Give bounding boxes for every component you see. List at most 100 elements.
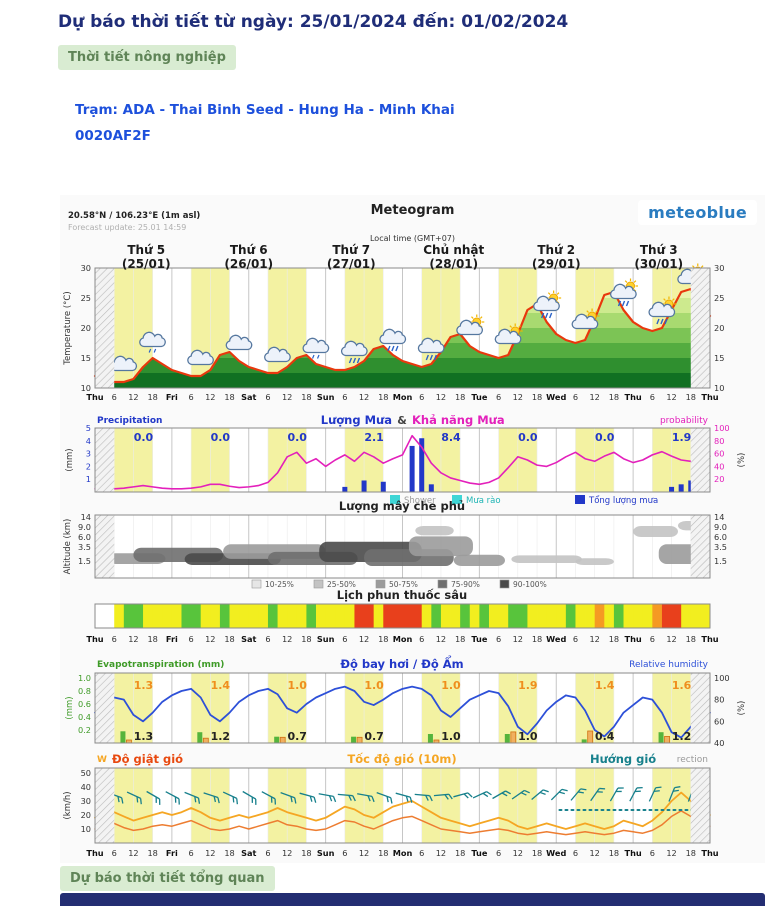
x-axis-tick: Thu xyxy=(701,848,718,858)
precip-daily-total: 8.4 xyxy=(441,431,461,444)
x-axis-tick: Wed xyxy=(546,392,566,402)
temp-tick-left: 15 xyxy=(81,353,91,363)
cloud-legend-item: 75-90% xyxy=(451,580,480,589)
wind-tick-left: 50 xyxy=(81,768,91,778)
x-axis-tick: Sat xyxy=(241,848,256,858)
x-axis-tick: Thu xyxy=(86,848,103,858)
meteogram-panel: 30 30 25 25 20 20 15 15 10 10 Temperature (°C) Thu 6… xyxy=(60,195,765,863)
meteogram-title: Meteogram xyxy=(370,203,455,218)
precip-tick-left: 3 xyxy=(86,449,91,459)
x-axis-tick: 6 xyxy=(496,634,501,644)
x-axis-tick: 18 xyxy=(224,392,234,402)
temp-tick-right: 15 xyxy=(714,353,724,363)
x-axis-tick: Tue xyxy=(471,392,488,402)
precip-tick-left: 5 xyxy=(86,423,91,433)
x-axis-tick: 12 xyxy=(128,634,138,644)
x-axis-tick: 6 xyxy=(419,392,424,402)
x-axis-tick: 6 xyxy=(112,634,117,644)
temp-tick-right: 25 xyxy=(714,293,724,303)
cloud-rain-icon xyxy=(417,337,445,361)
evap-label-en: Evapotranspiration (mm) xyxy=(97,660,224,670)
wind-barb xyxy=(453,792,473,799)
cloud-rain-icon xyxy=(379,328,407,352)
x-axis-tick: 18 xyxy=(378,848,388,858)
precip-legend-item: Tổng lượng mưa xyxy=(588,495,658,506)
x-axis-tick: 6 xyxy=(188,392,193,402)
wind-barb xyxy=(318,793,337,803)
x-axis-tick: Thu xyxy=(625,634,642,644)
spray-schedule-panel: Lịch phun thuốc sâu Thu 6 12 18 Fri 6 12 18 Sat 6 1… xyxy=(86,588,718,644)
station-coordinates: 20.58°N / 106.23°E (1m asl) Forecast upd… xyxy=(68,211,200,232)
evap-reference-value: 1.3 xyxy=(134,730,154,743)
precip-daily-total: 2.1 xyxy=(364,431,384,444)
x-axis-tick: 18 xyxy=(378,392,388,402)
temp-tick-right: 30 xyxy=(714,263,724,273)
x-axis-tick: 12 xyxy=(589,634,599,644)
x-axis-tick: 18 xyxy=(147,848,157,858)
x-axis-tick: Sun xyxy=(317,392,335,402)
evap-daily-value: 1.6 xyxy=(672,679,692,692)
evapotranspiration-panel: Evapotranspiration (mm) Độ bay hơi / Độ Ẩ… xyxy=(65,654,747,748)
x-axis-tick: Mon xyxy=(393,634,413,644)
cloud-icon xyxy=(187,349,214,366)
x-axis-tick: 18 xyxy=(301,848,311,858)
section-header-bar xyxy=(60,893,765,906)
humidity-label-en: Relative humidity xyxy=(629,660,709,670)
temp-tick-left: 20 xyxy=(81,323,91,333)
precip-label-vi: Lượng Mưa xyxy=(321,413,392,427)
x-axis-tick: 6 xyxy=(342,392,347,402)
wind-barb xyxy=(203,792,220,804)
evap-daily-value: 1.4 xyxy=(595,679,615,692)
x-axis-tick: Sat xyxy=(241,392,256,402)
temp-tick-right: 10 xyxy=(714,383,724,393)
wind-barb xyxy=(492,790,511,800)
cloud-tick-left: 6.0 xyxy=(78,532,91,542)
cloud-tick-left: 14 xyxy=(81,512,91,522)
cloud-legend-item: 90-100% xyxy=(513,580,547,589)
x-axis-tick: 12 xyxy=(513,634,523,644)
x-axis-tick: 12 xyxy=(589,392,599,402)
wind-speed-label: Tốc độ gió (10m) xyxy=(347,752,456,766)
day-header: Thứ 5 (25/01) xyxy=(121,243,171,271)
precip-tick-left: 4 xyxy=(86,436,91,446)
precip-prob-label-en: probability xyxy=(660,416,709,426)
wind-barb xyxy=(222,791,239,805)
precip-daily-total: 0.0 xyxy=(134,431,154,444)
wind-direction-label-en: rection xyxy=(677,755,708,765)
temp-axis-label: Temperature (°C) xyxy=(63,291,73,365)
precip-axis-right: (%) xyxy=(737,453,747,468)
x-axis-tick: 12 xyxy=(128,848,138,858)
x-axis-tick: 12 xyxy=(666,634,676,644)
wind-barb xyxy=(299,792,317,803)
precip-daily-total: 0.0 xyxy=(595,431,615,444)
evap-label-vi: Độ bay hơi / Độ Ẩm xyxy=(340,654,463,671)
evap-reference-value: 1.2 xyxy=(211,730,231,743)
cloud-rain-icon xyxy=(340,340,368,364)
x-axis-tick: 12 xyxy=(436,848,446,858)
wind-barb xyxy=(261,791,277,805)
temp-tick-left: 10 xyxy=(81,383,91,393)
station-info: Trạm: ADA - Thai Binh Seed - Hung Ha - M… xyxy=(75,98,455,149)
x-axis-tick: 6 xyxy=(419,634,424,644)
precip-label-amp: & xyxy=(397,414,407,427)
wind-w-label: W xyxy=(97,755,107,765)
wind-barb xyxy=(511,789,530,800)
page-title: Dự báo thời tiết từ ngày: 25/01/2024 đến… xyxy=(58,12,569,32)
evap-reference-value: 0.7 xyxy=(364,730,384,743)
x-axis-tick: 12 xyxy=(205,634,215,644)
x-axis-tick: 6 xyxy=(496,848,501,858)
precip-axis-left: (mm) xyxy=(65,448,75,471)
x-axis-tick: 6 xyxy=(188,634,193,644)
wind-gust-label: Độ giật gió xyxy=(112,752,183,766)
x-axis-tick: 18 xyxy=(532,848,542,858)
precip-daily-total: 0.0 xyxy=(518,431,538,444)
meteoblue-logo[interactable]: meteoblue xyxy=(638,200,757,225)
evap-axis-left: (mm) xyxy=(65,696,75,719)
x-axis-tick: 6 xyxy=(650,848,655,858)
precip-tick-right: 60 xyxy=(714,449,724,459)
precip-tick-left: 2 xyxy=(86,461,91,471)
evap-daily-value: 1.0 xyxy=(441,679,461,692)
x-axis-tick: 12 xyxy=(666,392,676,402)
x-axis-tick: 6 xyxy=(265,634,270,644)
wind-tick-left: 10 xyxy=(81,824,91,834)
